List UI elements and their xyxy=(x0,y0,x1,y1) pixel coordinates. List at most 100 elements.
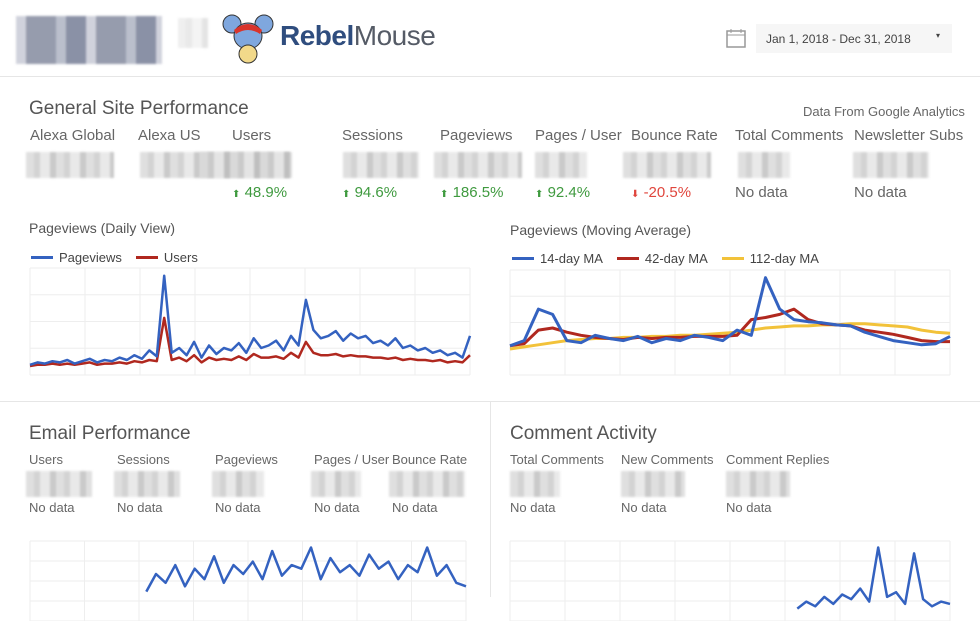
legend-swatch xyxy=(512,257,534,260)
redacted-metric-value xyxy=(535,152,587,178)
legend-item[interactable]: Pageviews xyxy=(31,250,122,265)
metric-delta: No data xyxy=(735,184,788,201)
legend-swatch xyxy=(721,257,744,260)
metric-label: Newsletter Subs xyxy=(854,127,964,144)
email-metric-label: Users xyxy=(29,452,63,467)
legend-item[interactable]: 42-day MA xyxy=(616,251,708,266)
legend-item[interactable]: Users xyxy=(135,250,198,265)
metric-delta: ⬆ 48.9% xyxy=(232,184,287,201)
date-range-value: Jan 1, 2018 - Dec 31, 2018 xyxy=(766,32,911,46)
data-source-label: Data From Google Analytics xyxy=(803,104,965,119)
email-metric-value: No data xyxy=(29,500,75,515)
calendar-icon[interactable] xyxy=(726,28,746,48)
email-metric-value: No data xyxy=(215,500,261,515)
series-line-112-day-ma xyxy=(509,322,951,351)
dropdown-arrow-icon: ▾ xyxy=(935,31,940,40)
email-metric-value: No data xyxy=(392,500,438,515)
metric-delta: ⬆ 186.5% xyxy=(440,184,503,201)
redacted-metric-value xyxy=(343,152,419,178)
up-arrow-icon: ⬆ xyxy=(342,189,351,200)
redacted-metric-value xyxy=(510,471,560,497)
metric-label: Alexa US xyxy=(138,127,201,144)
column-divider xyxy=(490,401,491,597)
redacted-metric-value xyxy=(114,471,180,497)
series-line-series xyxy=(796,546,951,610)
legend-label: 42-day MA xyxy=(644,251,708,266)
section-title-general: General Site Performance xyxy=(29,98,249,119)
metric-label: Pageviews xyxy=(440,127,513,144)
email-metric-label: Pages / User xyxy=(314,452,390,467)
comment-metric-label: Total Comments xyxy=(510,452,604,467)
comment-metric-value: No data xyxy=(621,500,667,515)
delta-value: No data xyxy=(735,184,788,201)
redacted-metric-value xyxy=(200,152,292,178)
redacted-metric-value xyxy=(26,152,114,178)
up-arrow-icon: ⬆ xyxy=(232,189,241,200)
metric-delta: ⬇ -20.5% xyxy=(631,184,691,201)
date-range-picker[interactable]: Jan 1, 2018 - Dec 31, 2018 ▾ xyxy=(756,24,952,53)
line-chart xyxy=(29,540,467,621)
metric-label: Bounce Rate xyxy=(631,127,718,144)
delta-value: -20.5% xyxy=(643,184,692,201)
redacted-metric-value xyxy=(26,471,92,497)
comment-metric-label: New Comments xyxy=(621,452,714,467)
mouse-mascot-logo xyxy=(222,14,274,64)
metric-delta: No data xyxy=(854,184,907,201)
chart-title: Pageviews (Daily View) xyxy=(29,220,176,236)
email-metric-label: Pageviews xyxy=(215,452,278,467)
metric-label: Total Comments xyxy=(735,127,844,144)
redacted-logo xyxy=(16,16,162,64)
brand-name: RebelMouse xyxy=(280,20,436,52)
delta-value: 186.5% xyxy=(452,184,504,201)
legend-label: 14-day MA xyxy=(540,251,603,266)
series-line-series xyxy=(145,546,467,593)
redacted-metric-value xyxy=(434,152,522,178)
chart-legend: 14-day MA 42-day MA 112-day MA xyxy=(512,251,819,266)
redacted-metric-value xyxy=(621,471,685,497)
delta-value: 94.6% xyxy=(354,184,398,201)
line-chart xyxy=(509,540,951,621)
redacted-logo-small xyxy=(178,18,208,48)
redacted-metric-value xyxy=(623,152,711,178)
chart-title: Pageviews (Moving Average) xyxy=(510,222,692,238)
down-arrow-icon: ⬇ xyxy=(631,189,640,200)
metric-label: Pages / User xyxy=(535,127,622,144)
email-metric-label: Bounce Rate xyxy=(392,452,468,467)
header xyxy=(0,0,980,77)
delta-value: 92.4% xyxy=(547,184,591,201)
metric-label: Sessions xyxy=(342,127,403,144)
legend-item[interactable]: 112-day MA xyxy=(721,251,819,266)
redacted-metric-value xyxy=(853,152,929,178)
legend-label: 112-day MA xyxy=(749,251,819,266)
redacted-metric-value xyxy=(726,471,790,497)
legend-item[interactable]: 14-day MA xyxy=(512,251,603,266)
chart-legend: Pageviews Users xyxy=(31,250,198,265)
email-metric-label: Sessions xyxy=(117,452,170,467)
legend-swatch xyxy=(31,256,53,259)
up-arrow-icon: ⬆ xyxy=(535,189,544,200)
metric-delta: ⬆ 92.4% xyxy=(535,184,590,201)
legend-swatch xyxy=(616,257,639,260)
comment-metric-value: No data xyxy=(726,500,772,515)
legend-label: Users xyxy=(163,250,198,265)
line-chart xyxy=(29,267,472,376)
section-title-email: Email Performance xyxy=(29,423,191,444)
brand-part-2: Mouse xyxy=(353,20,436,51)
email-metric-value: No data xyxy=(314,500,360,515)
legend-swatch xyxy=(135,256,158,259)
metric-delta: ⬆ 94.6% xyxy=(342,184,397,201)
delta-value: No data xyxy=(854,184,907,201)
comment-metric-value: No data xyxy=(510,500,556,515)
up-arrow-icon: ⬆ xyxy=(440,189,449,200)
metric-label: Users xyxy=(232,127,272,144)
section-title-comments: Comment Activity xyxy=(510,423,657,444)
redacted-metric-value xyxy=(738,152,790,178)
redacted-metric-value xyxy=(389,471,465,497)
comment-metric-label: Comment Replies xyxy=(726,452,830,467)
series-line-14-day-ma xyxy=(509,276,951,348)
redacted-metric-value xyxy=(212,471,264,497)
metric-label: Alexa Global xyxy=(30,127,116,144)
redacted-metric-value xyxy=(311,471,361,497)
line-chart xyxy=(509,269,951,376)
delta-value: 48.9% xyxy=(244,184,288,201)
